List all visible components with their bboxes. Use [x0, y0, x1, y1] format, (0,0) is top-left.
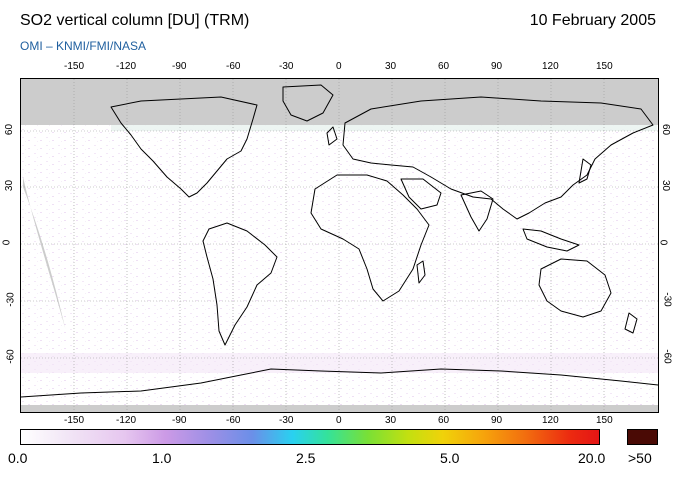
colorbar: [20, 429, 600, 445]
lon-label-top: 0: [336, 61, 342, 72]
lon-label-bottom: 120: [542, 415, 559, 426]
lat-label-right: 60: [660, 123, 672, 136]
lat-label-left: 0: [1, 239, 13, 246]
madagascar-outline: [416, 260, 426, 284]
india-outline: [460, 190, 494, 232]
lon-label-top: -30: [279, 61, 294, 72]
indonesia-outline: [522, 228, 580, 252]
colorbar-label: 1.0: [152, 450, 172, 466]
lon-label-top: 90: [491, 61, 503, 72]
south-america-outline: [202, 222, 278, 346]
australia-outline: [538, 258, 612, 318]
colorbar-label: 0.0: [8, 450, 28, 466]
colorbar-label: 5.0: [440, 450, 460, 466]
lat-label-right: 30: [660, 179, 672, 192]
lon-label-bottom: -90: [172, 415, 187, 426]
antarctica-outline: [21, 368, 658, 398]
orbit-gap: [23, 177, 66, 331]
lon-label-top: 30: [385, 61, 397, 72]
noise-band-north: [111, 125, 657, 131]
lon-label-top: -150: [64, 61, 85, 72]
uk-outline: [326, 126, 338, 146]
colorbar-label: 2.5: [296, 450, 316, 466]
lon-label-bottom: -120: [116, 415, 137, 426]
lon-label-bottom: -150: [64, 415, 85, 426]
africa-outline: [310, 174, 430, 302]
greenland-outline: [282, 84, 334, 122]
lon-label-top: 60: [438, 61, 450, 72]
japan-outline: [578, 158, 592, 184]
lon-label-bottom: 0: [336, 415, 342, 426]
colorbar-label: 20.0: [578, 450, 606, 466]
colorbar-max-label: >50: [628, 450, 652, 466]
lat-label-left: -60: [5, 349, 17, 364]
map-canvas: [21, 79, 658, 412]
north-america-outline: [110, 96, 258, 198]
lon-label-top: 120: [542, 61, 559, 72]
lat-label-left: 60: [4, 123, 16, 136]
coastlines: [21, 84, 658, 398]
no-data-antarctic: [21, 405, 658, 412]
arabia-outline: [400, 178, 442, 210]
lon-label-top: 150: [596, 61, 613, 72]
lon-label-top: -90: [172, 61, 187, 72]
map-title: SO2 vertical column [DU] (TRM): [20, 12, 250, 29]
eurasia-outline: [342, 96, 654, 220]
lat-label-right: -30: [661, 292, 673, 307]
lat-label-left: 30: [4, 179, 16, 192]
data-credit: OMI – KNMI/FMI/NASA: [20, 39, 147, 53]
lon-label-bottom: 30: [385, 415, 397, 426]
noise-band-south: [21, 353, 658, 373]
graticule: [21, 79, 658, 412]
lon-label-bottom: -30: [279, 415, 294, 426]
no-data-arctic: [21, 79, 658, 125]
colorbar-max-swatch: [627, 429, 658, 445]
world-map: [20, 78, 659, 413]
lon-label-bottom: 150: [596, 415, 613, 426]
lat-label-left: -30: [5, 292, 17, 307]
lon-label-top: -60: [226, 61, 241, 72]
lon-label-bottom: 60: [438, 415, 450, 426]
lon-label-top: -120: [116, 61, 137, 72]
new-zealand-outline: [624, 312, 638, 334]
lon-label-bottom: -60: [226, 415, 241, 426]
lat-label-right: -60: [661, 349, 673, 364]
lon-label-bottom: 90: [491, 415, 503, 426]
map-date: 10 February 2005: [529, 12, 656, 29]
